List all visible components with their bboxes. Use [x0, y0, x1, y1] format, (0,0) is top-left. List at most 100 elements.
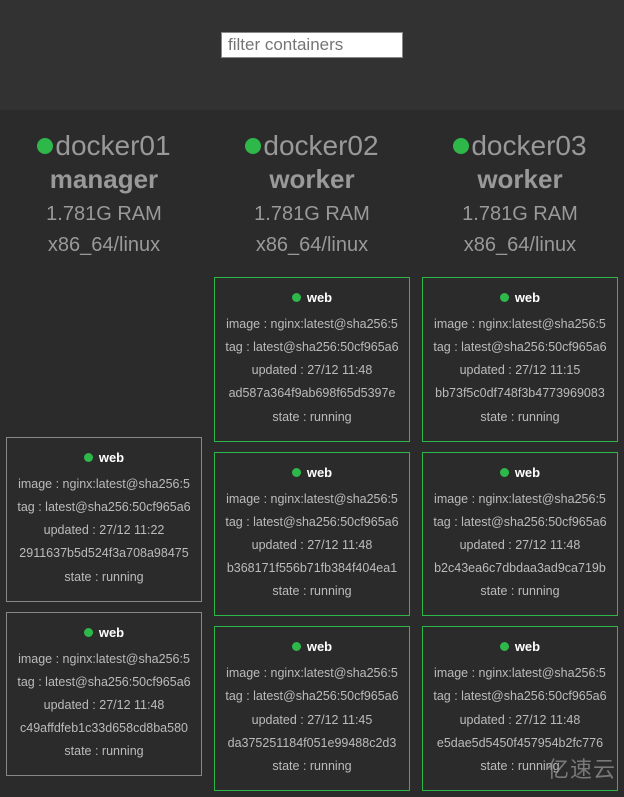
container-card[interactable]: web image : nginx:latest@sha256:5tag : la… [6, 612, 202, 777]
node-name-row: docker01 [37, 130, 170, 162]
container-updated: updated : 27/12 11:22 [11, 519, 197, 542]
node-header: docker03worker 1.781G RAM x86_64/linux [453, 130, 586, 257]
container-card[interactable]: web image : nginx:latest@sha256:5tag : la… [6, 437, 202, 602]
node-arch: x86_64/linux [453, 234, 586, 257]
container-title: web [515, 290, 540, 305]
node-name: docker02 [263, 130, 378, 162]
container-card[interactable]: web image : nginx:latest@sha256:5tag : la… [422, 626, 618, 791]
container-status-dot-icon [500, 468, 509, 477]
card-title-row: web [427, 639, 613, 654]
container-title: web [307, 639, 332, 654]
container-id: 2911637b5d524f3a708a98475 [11, 542, 197, 565]
container-tag: tag : latest@sha256:50cf965a6 [427, 511, 613, 534]
node-ram: 1.781G RAM [37, 203, 170, 226]
node-header: docker02worker 1.781G RAM x86_64/linux [245, 130, 378, 257]
container-id: e5dae5d5450f457954b2fc776 [427, 732, 613, 755]
node-name: docker01 [55, 130, 170, 162]
container-state: state : running [427, 580, 613, 603]
node-column: docker02worker 1.781G RAM x86_64/linuxweb i… [208, 124, 416, 797]
top-band [0, 0, 624, 110]
container-image: image : nginx:latest@sha256:5 [219, 313, 405, 336]
container-image: image : nginx:latest@sha256:5 [219, 488, 405, 511]
container-state: state : running [219, 755, 405, 778]
node-ram: 1.781G RAM [245, 203, 378, 226]
container-status-dot-icon [292, 642, 301, 651]
nodes-columns: docker01manager 1.781G RAM x86_64/linuxweb… [0, 110, 624, 797]
container-status-dot-icon [500, 293, 509, 302]
status-dot-icon [245, 138, 261, 154]
container-tag: tag : latest@sha256:50cf965a6 [11, 496, 197, 519]
container-updated: updated : 27/12 11:15 [427, 359, 613, 382]
container-state: state : running [427, 406, 613, 429]
container-tag: tag : latest@sha256:50cf965a6 [427, 685, 613, 708]
container-updated: updated : 27/12 11:48 [219, 534, 405, 557]
spacer [6, 267, 202, 427]
container-id: bb73f5c0df748f3b4773969083 [427, 382, 613, 405]
container-state: state : running [427, 755, 613, 778]
container-title: web [515, 465, 540, 480]
container-updated: updated : 27/12 11:48 [219, 359, 405, 382]
container-id: b368171f556b71fb384f404ea1 [219, 557, 405, 580]
node-name: docker03 [471, 130, 586, 162]
node-role: manager [37, 164, 170, 195]
container-updated: updated : 27/12 11:48 [11, 694, 197, 717]
container-title: web [307, 290, 332, 305]
node-arch: x86_64/linux [37, 234, 170, 257]
container-card[interactable]: web image : nginx:latest@sha256:5tag : la… [214, 277, 410, 442]
card-title-row: web [427, 290, 613, 305]
container-updated: updated : 27/12 11:48 [427, 709, 613, 732]
container-image: image : nginx:latest@sha256:5 [427, 488, 613, 511]
container-state: state : running [11, 740, 197, 763]
container-id: ad587a364f9ab698f65d5397e [219, 382, 405, 405]
container-tag: tag : latest@sha256:50cf965a6 [219, 511, 405, 534]
container-id: b2c43ea6c7dbdaa3ad9ca719b [427, 557, 613, 580]
card-title-row: web [11, 450, 197, 465]
container-card[interactable]: web image : nginx:latest@sha256:5tag : la… [214, 626, 410, 791]
card-title-row: web [219, 639, 405, 654]
card-title-row: web [219, 465, 405, 480]
container-status-dot-icon [84, 628, 93, 637]
container-tag: tag : latest@sha256:50cf965a6 [427, 336, 613, 359]
container-card[interactable]: web image : nginx:latest@sha256:5tag : la… [422, 277, 618, 442]
container-status-dot-icon [84, 453, 93, 462]
filter-wrap [221, 32, 403, 58]
container-status-dot-icon [500, 642, 509, 651]
container-status-dot-icon [292, 468, 301, 477]
card-title-row: web [11, 625, 197, 640]
container-state: state : running [219, 580, 405, 603]
node-role: worker [453, 164, 586, 195]
container-title: web [307, 465, 332, 480]
node-role: worker [245, 164, 378, 195]
container-id: da375251184f051e99488c2d3 [219, 732, 405, 755]
node-arch: x86_64/linux [245, 234, 378, 257]
container-status-dot-icon [292, 293, 301, 302]
container-card[interactable]: web image : nginx:latest@sha256:5tag : la… [422, 452, 618, 617]
container-tag: tag : latest@sha256:50cf965a6 [219, 685, 405, 708]
container-title: web [515, 639, 540, 654]
container-state: state : running [219, 406, 405, 429]
node-name-row: docker03 [453, 130, 586, 162]
card-title-row: web [427, 465, 613, 480]
status-dot-icon [453, 138, 469, 154]
container-image: image : nginx:latest@sha256:5 [11, 648, 197, 671]
container-tag: tag : latest@sha256:50cf965a6 [11, 671, 197, 694]
container-id: c49affdfeb1c33d658cd8ba580 [11, 717, 197, 740]
container-tag: tag : latest@sha256:50cf965a6 [219, 336, 405, 359]
node-name-row: docker02 [245, 130, 378, 162]
container-image: image : nginx:latest@sha256:5 [427, 662, 613, 685]
container-updated: updated : 27/12 11:45 [219, 709, 405, 732]
container-image: image : nginx:latest@sha256:5 [11, 473, 197, 496]
node-ram: 1.781G RAM [453, 203, 586, 226]
container-card[interactable]: web image : nginx:latest@sha256:5tag : la… [214, 452, 410, 617]
container-state: state : running [11, 566, 197, 589]
card-title-row: web [219, 290, 405, 305]
node-column: docker01manager 1.781G RAM x86_64/linuxweb… [0, 124, 208, 797]
container-image: image : nginx:latest@sha256:5 [427, 313, 613, 336]
filter-containers-input[interactable] [221, 32, 403, 58]
container-title: web [99, 625, 124, 640]
status-dot-icon [37, 138, 53, 154]
container-title: web [99, 450, 124, 465]
container-image: image : nginx:latest@sha256:5 [219, 662, 405, 685]
node-header: docker01manager 1.781G RAM x86_64/linux [37, 130, 170, 257]
node-column: docker03worker 1.781G RAM x86_64/linuxweb i… [416, 124, 624, 797]
